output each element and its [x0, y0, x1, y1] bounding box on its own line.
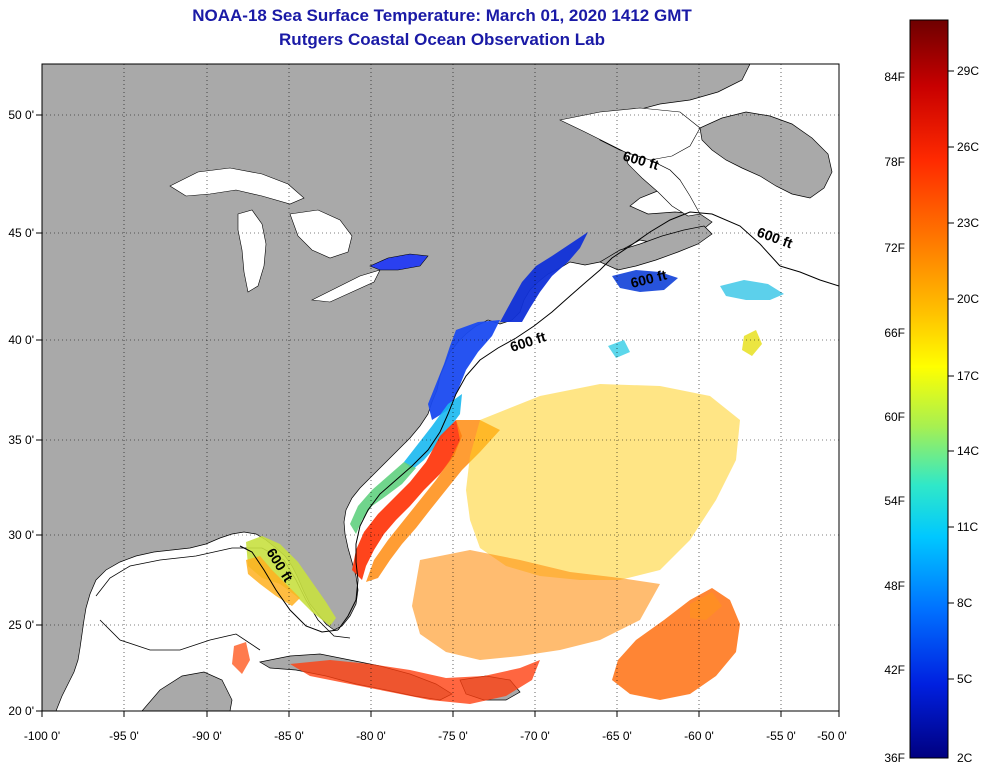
sst-east-edge-orange — [690, 592, 722, 620]
lake-ontario — [369, 253, 429, 271]
lon-label: -50 0' — [817, 729, 847, 743]
lat-label: 30 0' — [8, 528, 34, 542]
sst-yellow-patch-ne — [742, 330, 762, 356]
sst-gulf-stream-orange — [366, 420, 500, 582]
sst-cyan-gulfstream-edge — [404, 394, 462, 470]
lon-label: -65 0' — [602, 729, 632, 743]
st-lawrence-channel — [624, 151, 701, 217]
sst-open-ocean-yellow — [466, 384, 740, 580]
colorbar-f-label: 78F — [884, 155, 905, 169]
lon-label: -75 0' — [438, 729, 468, 743]
contour-line-gulf — [239, 545, 339, 633]
colorbar-c-label: 11C — [957, 520, 978, 534]
lon-label: -85 0' — [274, 729, 304, 743]
colorbar-c-label: 8C — [957, 596, 973, 610]
map-frame — [41, 63, 840, 712]
sst-cold-gulf-of-maine — [500, 232, 588, 322]
lake-huron — [289, 209, 353, 259]
map-subtitle: Rutgers Coastal Ocean Observation Lab — [279, 30, 605, 49]
sst-open-ocean-orange — [412, 550, 660, 660]
sst-cold-mid-atlantic — [428, 320, 500, 420]
lake-superior — [169, 167, 305, 205]
colorbar-c-label: 14C — [957, 444, 979, 458]
yucatan-land — [141, 671, 233, 711]
colorbar-f-label: 84F — [884, 70, 905, 84]
newfoundland-land — [699, 111, 833, 199]
colorbar-c-label: 20C — [957, 292, 979, 306]
lat-label: 50 0' — [8, 108, 34, 122]
lon-label: -60 0' — [684, 729, 714, 743]
colorbar-f-label: 36F — [884, 751, 905, 765]
colorbar-c-label: 23C — [957, 216, 979, 230]
sst-data-layer — [232, 232, 784, 704]
contour-line-east-coast — [337, 211, 781, 631]
temperature-colorbar — [909, 19, 949, 759]
lat-label: 25 0' — [8, 618, 34, 632]
lat-label: 40 0' — [8, 333, 34, 347]
axis-ticks — [36, 114, 840, 717]
contour-line-newfoundland — [779, 265, 839, 287]
lat-label: 35 0' — [8, 433, 34, 447]
sst-west-florida-shelf — [246, 536, 336, 626]
lon-label: -80 0' — [356, 729, 386, 743]
lon-label: -55 0' — [766, 729, 796, 743]
lon-label: -100 0' — [24, 729, 60, 743]
sst-cyan-offshore — [720, 280, 784, 300]
lat-label: 45 0' — [8, 226, 34, 240]
depth-contours — [239, 211, 839, 633]
lon-label: -95 0' — [109, 729, 139, 743]
colorbar-ticks — [948, 70, 954, 680]
colorbar-c-label: 29C — [957, 64, 979, 78]
sst-gulf-patch — [232, 642, 250, 674]
lon-label: -90 0' — [192, 729, 222, 743]
nova-scotia-land — [599, 225, 713, 271]
colorbar-f-label: 54F — [884, 494, 905, 508]
gulf-of-st-lawrence — [559, 107, 701, 161]
sst-west-florida-orange — [246, 556, 300, 606]
sst-georges-bank — [612, 270, 678, 292]
colorbar-c-label: 26C — [957, 140, 979, 154]
sst-gulf-stream — [352, 420, 462, 580]
graticule — [42, 64, 839, 711]
colorbar-f-label: 42F — [884, 663, 905, 677]
colorbar-c-label: 2C — [957, 751, 973, 765]
sst-cyan-patch — [608, 340, 630, 358]
colorbar-c-label: 5C — [957, 672, 973, 686]
sst-green-coastal — [350, 462, 416, 534]
lon-label: -70 0' — [520, 729, 550, 743]
lake-erie — [310, 269, 381, 303]
colorbar-c-label: 17C — [957, 369, 979, 383]
sst-caribbean-red — [290, 660, 540, 704]
colorbar-f-label: 60F — [884, 410, 905, 424]
colorbar-f-label: 48F — [884, 579, 905, 593]
north-america-land — [42, 64, 751, 711]
colorbar-f-label: 66F — [884, 326, 905, 340]
lat-label: 20 0' — [8, 704, 34, 718]
lake-michigan — [237, 209, 267, 293]
colorbar-f-label: 72F — [884, 241, 905, 255]
map-title: NOAA-18 Sea Surface Temperature: March 0… — [192, 6, 692, 25]
